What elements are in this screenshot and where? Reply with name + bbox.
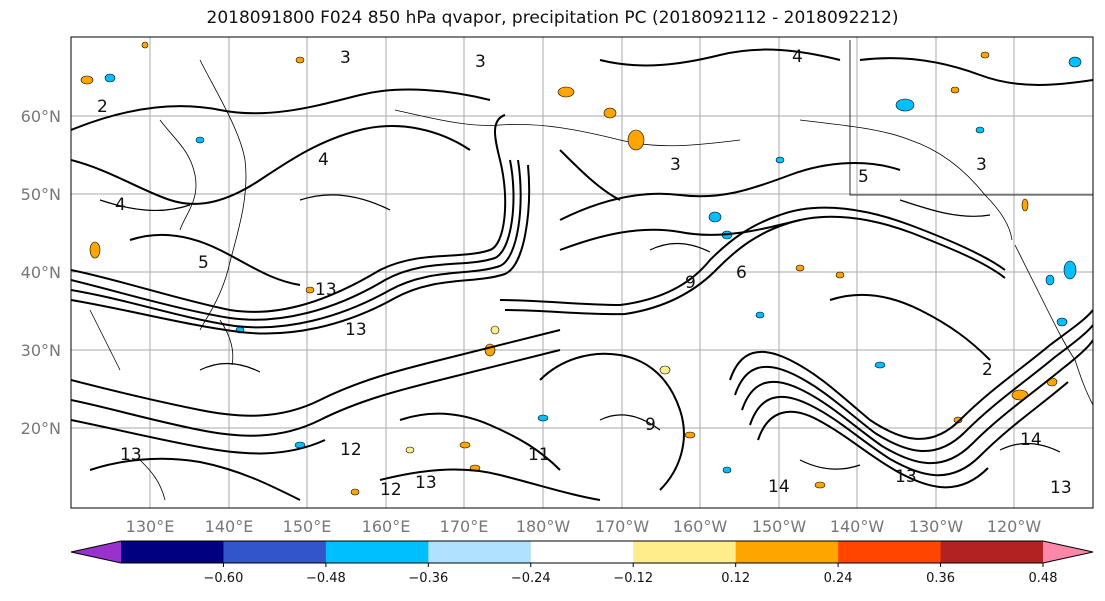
contour-labels: 3 3 4 4 4 3 5 3 2 5 6 13 13 9 9 12 13 12… [97, 47, 1072, 500]
contour-label: 4 [792, 47, 803, 67]
colorbar-tick-label: 0.48 [1029, 571, 1058, 586]
contour-label: 13 [315, 280, 337, 300]
contour-label: 2 [97, 97, 108, 117]
colorbar-tick-label: −0.36 [408, 571, 448, 586]
contour-label: 3 [976, 155, 987, 175]
colorbar-tick-label: −0.60 [204, 571, 244, 586]
longitude-label: 170°W [595, 517, 650, 536]
contour-label: 3 [475, 52, 486, 72]
contour-label: 12 [340, 440, 362, 460]
longitude-label: 160°E [362, 517, 411, 536]
contour-label: 13 [120, 445, 142, 465]
colorbar-tick-label: −0.24 [511, 571, 551, 586]
contour-label: 4 [115, 195, 126, 215]
contour-label: 14 [1020, 430, 1042, 450]
colorbar-extend-high [1043, 541, 1093, 563]
latitude-labels: 60°N 50°N 40°N 30°N 20°N [21, 107, 61, 438]
map-frame [70, 36, 1094, 509]
graticule [71, 37, 1093, 508]
coastlines [89, 40, 1093, 501]
longitude-label: 170°E [440, 517, 489, 536]
latitude-label: 40°N [21, 263, 61, 282]
colorbar-segment [940, 541, 1044, 563]
colorbar-tick-label: 0.36 [926, 571, 955, 586]
colorbar-segment [838, 541, 942, 563]
contour-label: 2 [982, 360, 993, 380]
contour-label: 6 [736, 263, 747, 283]
contour-label: 3 [340, 48, 351, 68]
contour-label: 5 [198, 253, 209, 273]
longitude-label: 140°W [830, 517, 885, 536]
contour-label: 12 [380, 480, 402, 500]
colorbar-extend-low [71, 541, 121, 563]
latitude-label: 20°N [21, 419, 61, 438]
colorbar-tick-label: −0.12 [613, 571, 653, 586]
contour-label: 14 [768, 477, 790, 497]
contour-label: 9 [685, 273, 696, 293]
colorbar-segment [121, 541, 224, 563]
qvapor-contours-thin [99, 194, 1061, 470]
contour-label: 13 [1050, 478, 1072, 498]
contour-label: 11 [528, 445, 550, 465]
longitude-label: 150°W [752, 517, 807, 536]
contour-label: 9 [645, 415, 656, 435]
colorbar-tick-label: 0.24 [824, 571, 853, 586]
contour-label: 13 [415, 473, 437, 493]
colorbar-segment [735, 541, 839, 563]
colorbar-segment [223, 541, 327, 563]
colorbar-tick-label: 0.12 [721, 571, 750, 586]
contour-label: 13 [895, 467, 917, 487]
latitude-label: 50°N [21, 185, 61, 204]
latitude-label: 30°N [21, 341, 61, 360]
colorbar-outline [70, 540, 1094, 564]
colorbar-segment [530, 541, 634, 563]
colorbar-tick-label: −0.48 [306, 571, 346, 586]
colorbar-segment [633, 541, 737, 563]
contour-label: 13 [345, 320, 367, 340]
longitude-label: 150°E [283, 517, 332, 536]
qvapor-contours [71, 48, 1093, 501]
longitude-label: 130°E [126, 517, 175, 536]
longitude-label: 140°E [205, 517, 254, 536]
contour-label: 3 [670, 155, 681, 175]
contour-label: 5 [858, 167, 869, 187]
colorbar: −0.60 −0.48 −0.36 −0.24 −0.12 0.12 0.24 0.36 0.4… [70, 540, 1094, 586]
colorbar-segment [325, 541, 429, 563]
map-plot-area: 3 3 4 4 4 3 5 3 2 5 6 13 13 9 9 12 13 12… [71, 37, 1093, 508]
colorbar-segment [428, 541, 532, 563]
longitude-label: 120°W [987, 517, 1042, 536]
longitude-label: 130°W [909, 517, 964, 536]
contour-label: 4 [318, 150, 329, 170]
longitude-label: 160°W [673, 517, 728, 536]
latitude-label: 60°N [21, 107, 61, 126]
longitude-label: 180°W [516, 517, 571, 536]
longitude-labels: 130°E 140°E 150°E 160°E 170°E 180°W 170°W 160°W… [126, 517, 1042, 536]
map-title: 2018091800 F024 850 hPa qvapor, precipit… [206, 8, 899, 28]
